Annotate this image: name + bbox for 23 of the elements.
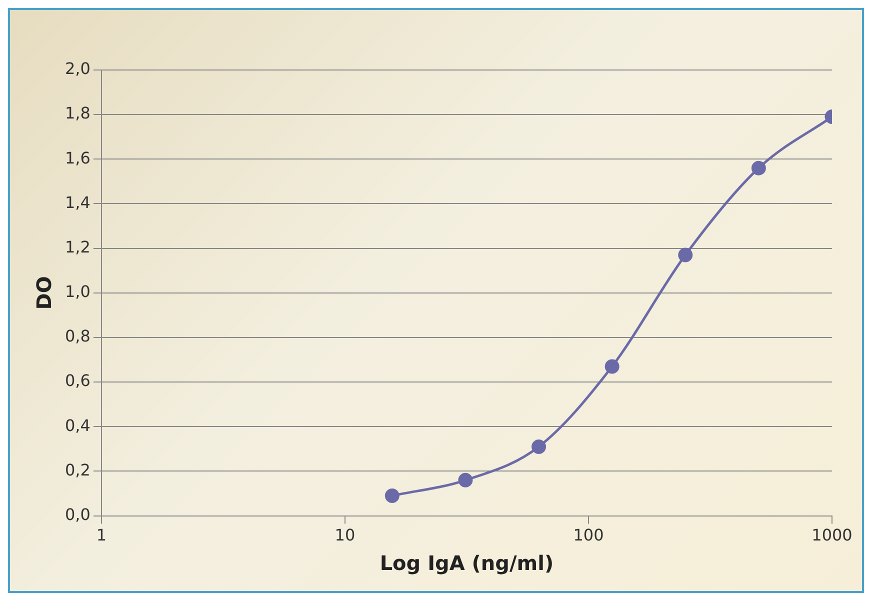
y-tick-label: 0,6: [64, 371, 90, 390]
point: [604, 359, 620, 374]
y-tick-label: 0,2: [64, 460, 90, 480]
point: [458, 472, 473, 488]
y-tick-label: 1,2: [64, 237, 90, 256]
point: [751, 160, 766, 176]
x-axis-title: Log IgA (ng/ml): [380, 551, 554, 576]
x-tick-label: 1000: [812, 526, 852, 545]
x-tick-label: 100: [573, 526, 604, 545]
y-axis-title: DO: [32, 276, 56, 310]
y-tick-label: 1,4: [64, 192, 90, 212]
point: [384, 488, 400, 503]
point: [532, 439, 546, 454]
y-tick-label: 1,8: [64, 104, 90, 123]
x-tick-label: 10: [334, 526, 356, 545]
point: [678, 248, 693, 262]
y-tick-label: 2,0: [64, 59, 90, 78]
y-tick-label: 1,6: [64, 148, 90, 168]
y-tick-label: 0,0: [64, 504, 90, 524]
y-tick-label: 0,8: [64, 326, 90, 346]
y-tick-label: 1,0: [64, 282, 90, 302]
y-tick-label: 0,4: [64, 416, 90, 435]
x-tick-label: 1: [96, 526, 107, 545]
